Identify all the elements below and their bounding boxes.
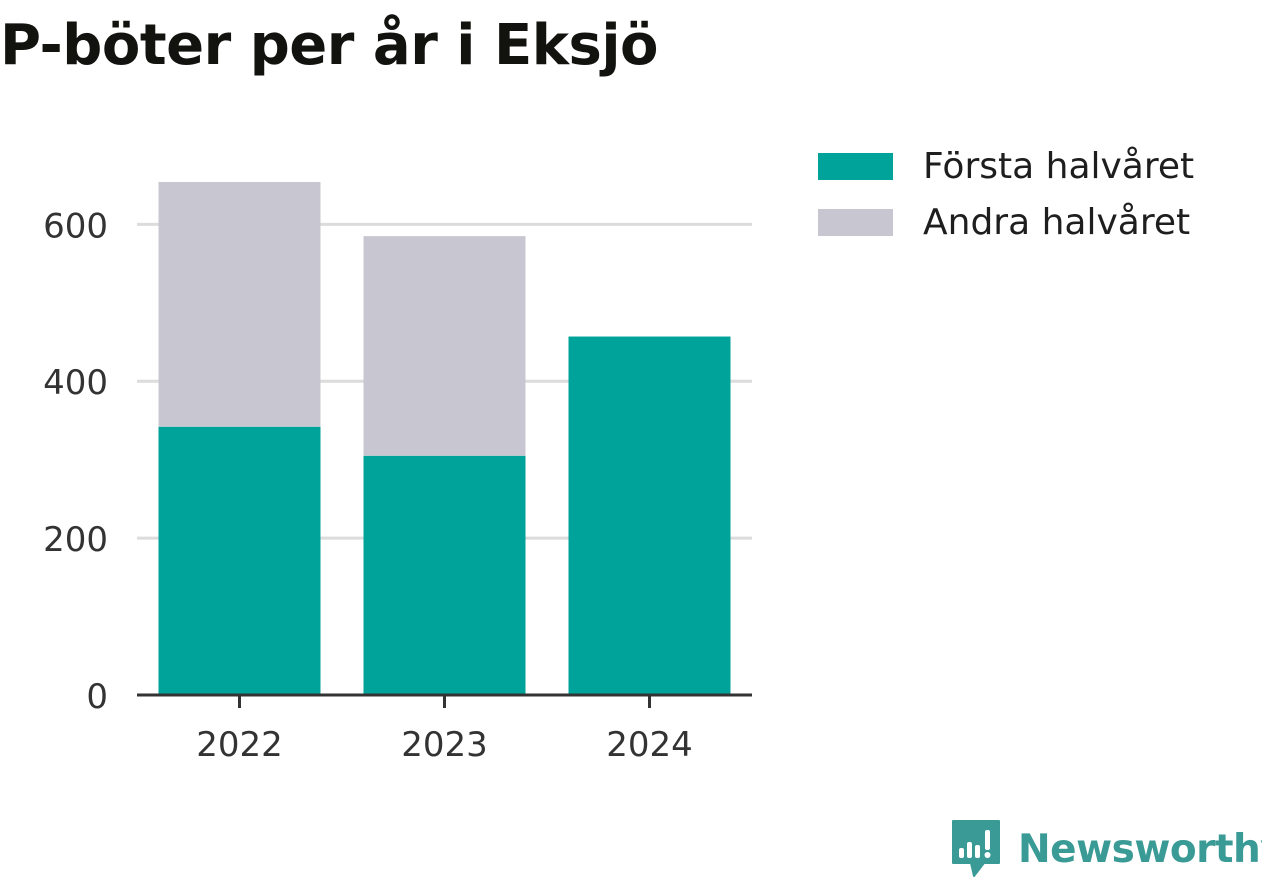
newsworthy-logo-icon	[952, 820, 1000, 877]
x-tick-label-2024: 2024	[606, 725, 693, 765]
legend-label-forsta-halvaret: Första halvåret	[923, 145, 1195, 187]
brand-name: Newsworthy	[1018, 826, 1262, 872]
tick-labels: 0 200 400 600 2022 2023 2024	[43, 206, 693, 765]
legend-swatch-forsta-halvaret	[818, 152, 893, 180]
legend-label-andra-halvaret: Andra halvåret	[923, 201, 1191, 243]
y-tick-label-200: 200	[43, 520, 108, 560]
bar-2023-series-2	[363, 236, 526, 456]
chart-title: P-böter per år i Eksjö	[0, 13, 659, 78]
y-tick-label-600: 600	[43, 206, 108, 246]
bar-2022-series-2	[158, 182, 321, 427]
y-tick-label-0: 0	[86, 677, 108, 717]
bar-2022-series-1	[158, 426, 321, 695]
brand-logo: Newsworthy	[950, 818, 1262, 880]
y-tick-label-400: 400	[43, 363, 108, 403]
bar-2023-series-1	[363, 455, 526, 695]
x-tick-label-2023: 2023	[401, 725, 488, 765]
legend-swatch-andra-halvaret	[818, 208, 893, 236]
bars	[158, 182, 731, 695]
legend-item-forsta-halvaret: Första halvåret	[818, 138, 1194, 194]
bar-2024-series-1	[568, 336, 731, 695]
x-axis	[137, 693, 752, 708]
x-tick-label-2022: 2022	[196, 725, 283, 765]
legend-item-andra-halvaret: Andra halvåret	[818, 194, 1194, 250]
stacked-bar-chart: 0 200 400 600 2022 2023 2024	[43, 182, 752, 765]
legend: Första halvåret Andra halvåret	[818, 138, 1194, 250]
